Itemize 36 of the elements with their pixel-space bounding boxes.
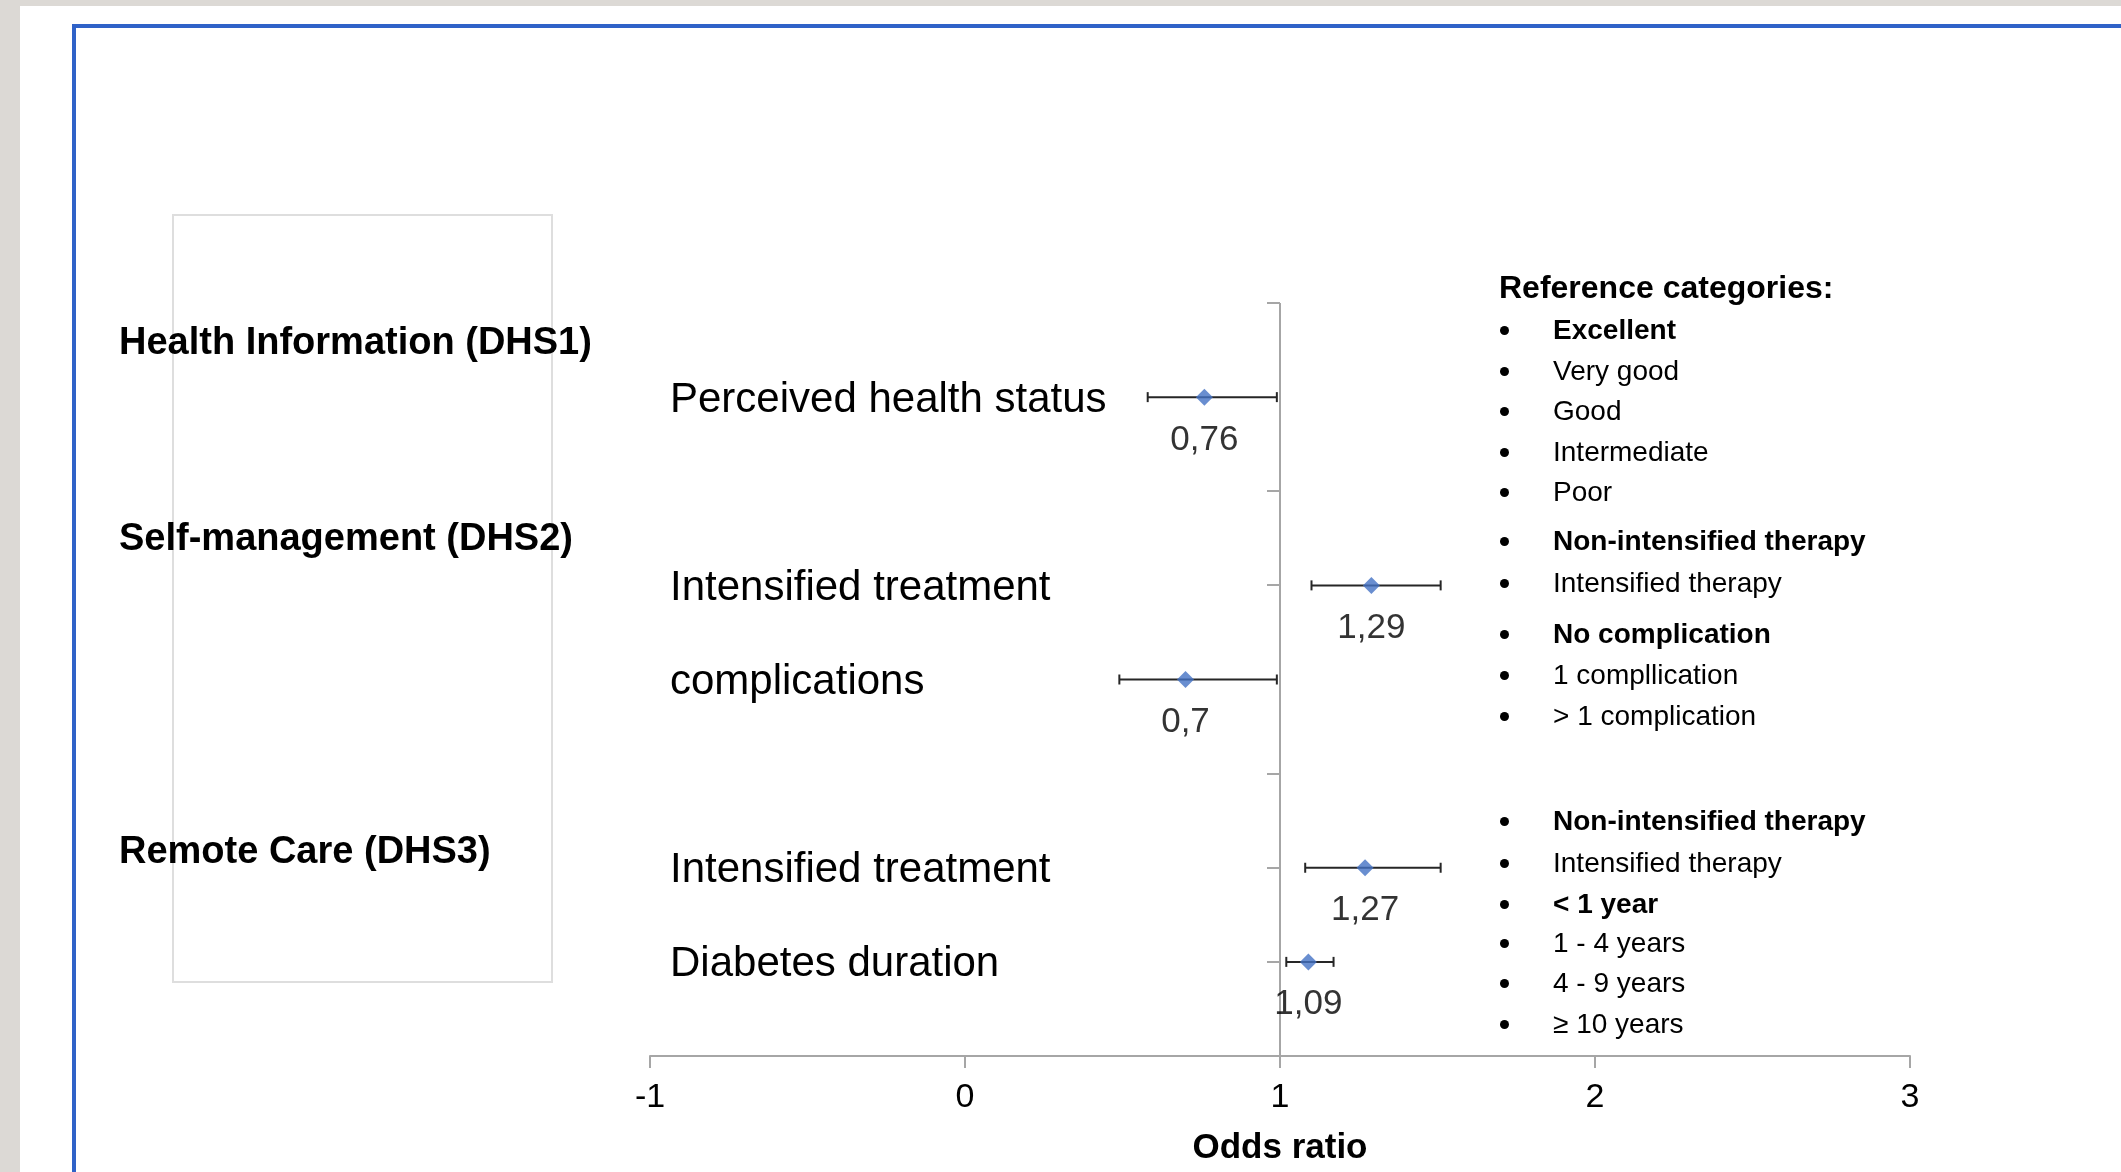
x-tick-label: 0: [955, 1076, 975, 1114]
x-tick-label: 3: [1900, 1076, 1920, 1114]
text: Health Information (DHS1): [119, 319, 592, 365]
data-label: 1,29: [1337, 605, 1406, 645]
annotation: Intensified therapy: [1553, 846, 1782, 880]
text: Remote Care (DHS3): [119, 828, 491, 874]
annotation: Non-intensified therapy: [1553, 804, 1866, 838]
annotation: Reference categories:: [1499, 267, 1834, 307]
data-label: 1,27: [1330, 888, 1400, 928]
annotation: < 1 year: [1553, 887, 1659, 921]
data-label: 1,09: [1274, 982, 1343, 1022]
annotation: No complication: [1553, 617, 1771, 651]
text: Self-management (DHS2): [119, 515, 573, 561]
x-tick-label: 2: [1585, 1076, 1605, 1114]
y-tick-label: Perceived health status: [670, 373, 1107, 421]
annotation: ≥ 10 years: [1553, 1007, 1684, 1041]
annotation: > 1 complication: [1553, 699, 1757, 733]
y-tick-label: complications: [670, 656, 925, 703]
data-label: 0,7: [1161, 700, 1210, 739]
annotation: Intermediate: [1553, 435, 1709, 469]
annotation: Intensified therapy: [1553, 566, 1782, 600]
x-axis-title: Odds ratio: [1192, 1126, 1368, 1165]
annotation: Poor: [1553, 475, 1613, 509]
data-label: 0,76: [1170, 417, 1239, 457]
annotation: Very good: [1553, 354, 1680, 388]
y-tick-label: Intensified treatment: [670, 561, 1051, 609]
annotation: Excellent: [1553, 313, 1676, 347]
annotation: 4 - 9 years: [1553, 966, 1686, 1000]
x-tick-label: -1: [634, 1076, 666, 1114]
annotation: Good: [1553, 394, 1622, 428]
x-tick-label: 1: [1270, 1076, 1290, 1114]
y-tick-label: Intensified treatment: [670, 844, 1051, 892]
annotation: Non-intensified therapy: [1553, 524, 1866, 558]
y-tick-label: Diabetes duration: [670, 938, 1000, 986]
annotation: 1 compllication: [1553, 658, 1739, 692]
annotation: 1 - 4 years: [1553, 926, 1686, 960]
